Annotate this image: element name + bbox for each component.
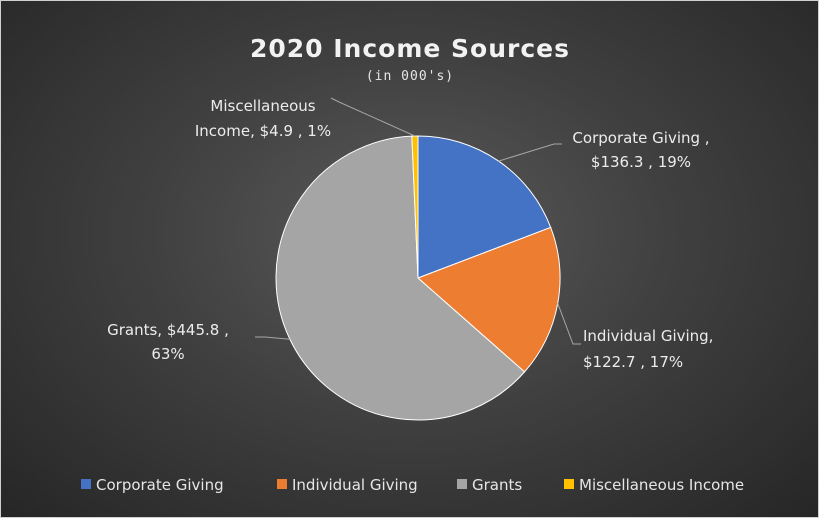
legend-label-individual-giving: Individual Giving: [292, 476, 418, 494]
leader-line-grants: [255, 336, 290, 340]
legend-swatch-miscellaneous-income: [564, 479, 574, 489]
legend-label-miscellaneous-income: Miscellaneous Income: [579, 476, 744, 494]
leader-line-corporate-giving: [498, 143, 562, 162]
data-label-corporate-giving-line-2: $136.3 , 19%: [591, 153, 691, 171]
leader-line-individual-giving: [557, 303, 581, 345]
pie-slice-grants: [275, 135, 526, 421]
data-label-individual-giving-line-2: $122.7 , 17%: [583, 353, 683, 371]
data-label-grants-line-2: 63%: [151, 345, 184, 363]
chart-title: 2020 Income Sources: [250, 34, 570, 63]
pie-slices: [275, 135, 561, 421]
legend-swatch-individual-giving: [277, 479, 287, 489]
data-label-grants-line-1: Grants, $445.8 ,: [107, 321, 229, 339]
legend-swatch-corporate-giving: [81, 479, 91, 489]
data-label-miscellaneous-income-line-1: Miscellaneous: [210, 97, 315, 115]
legend-swatch-grants: [457, 479, 467, 489]
data-labels: Corporate Giving , $136.3 , 19% Individual…: [107, 97, 713, 371]
legend: Corporate Giving Individual Giving Grants M…: [81, 476, 744, 494]
leader-lines: [255, 97, 581, 345]
pie-slice-miscellaneous-income: [411, 135, 419, 279]
legend-label-grants: Grants: [472, 476, 522, 494]
legend-label-corporate-giving: Corporate Giving: [96, 476, 224, 494]
leader-line-miscellaneous-income: [330, 97, 416, 137]
pie-slice-corporate-giving: [417, 135, 552, 279]
data-label-corporate-giving-line-1: Corporate Giving ,: [572, 129, 709, 147]
chart-subtitle: (in 000's): [366, 69, 454, 84]
data-label-miscellaneous-income-line-2: Income, $4.9 , 1%: [195, 122, 331, 140]
data-label-individual-giving-line-1: Individual Giving,: [583, 327, 713, 345]
